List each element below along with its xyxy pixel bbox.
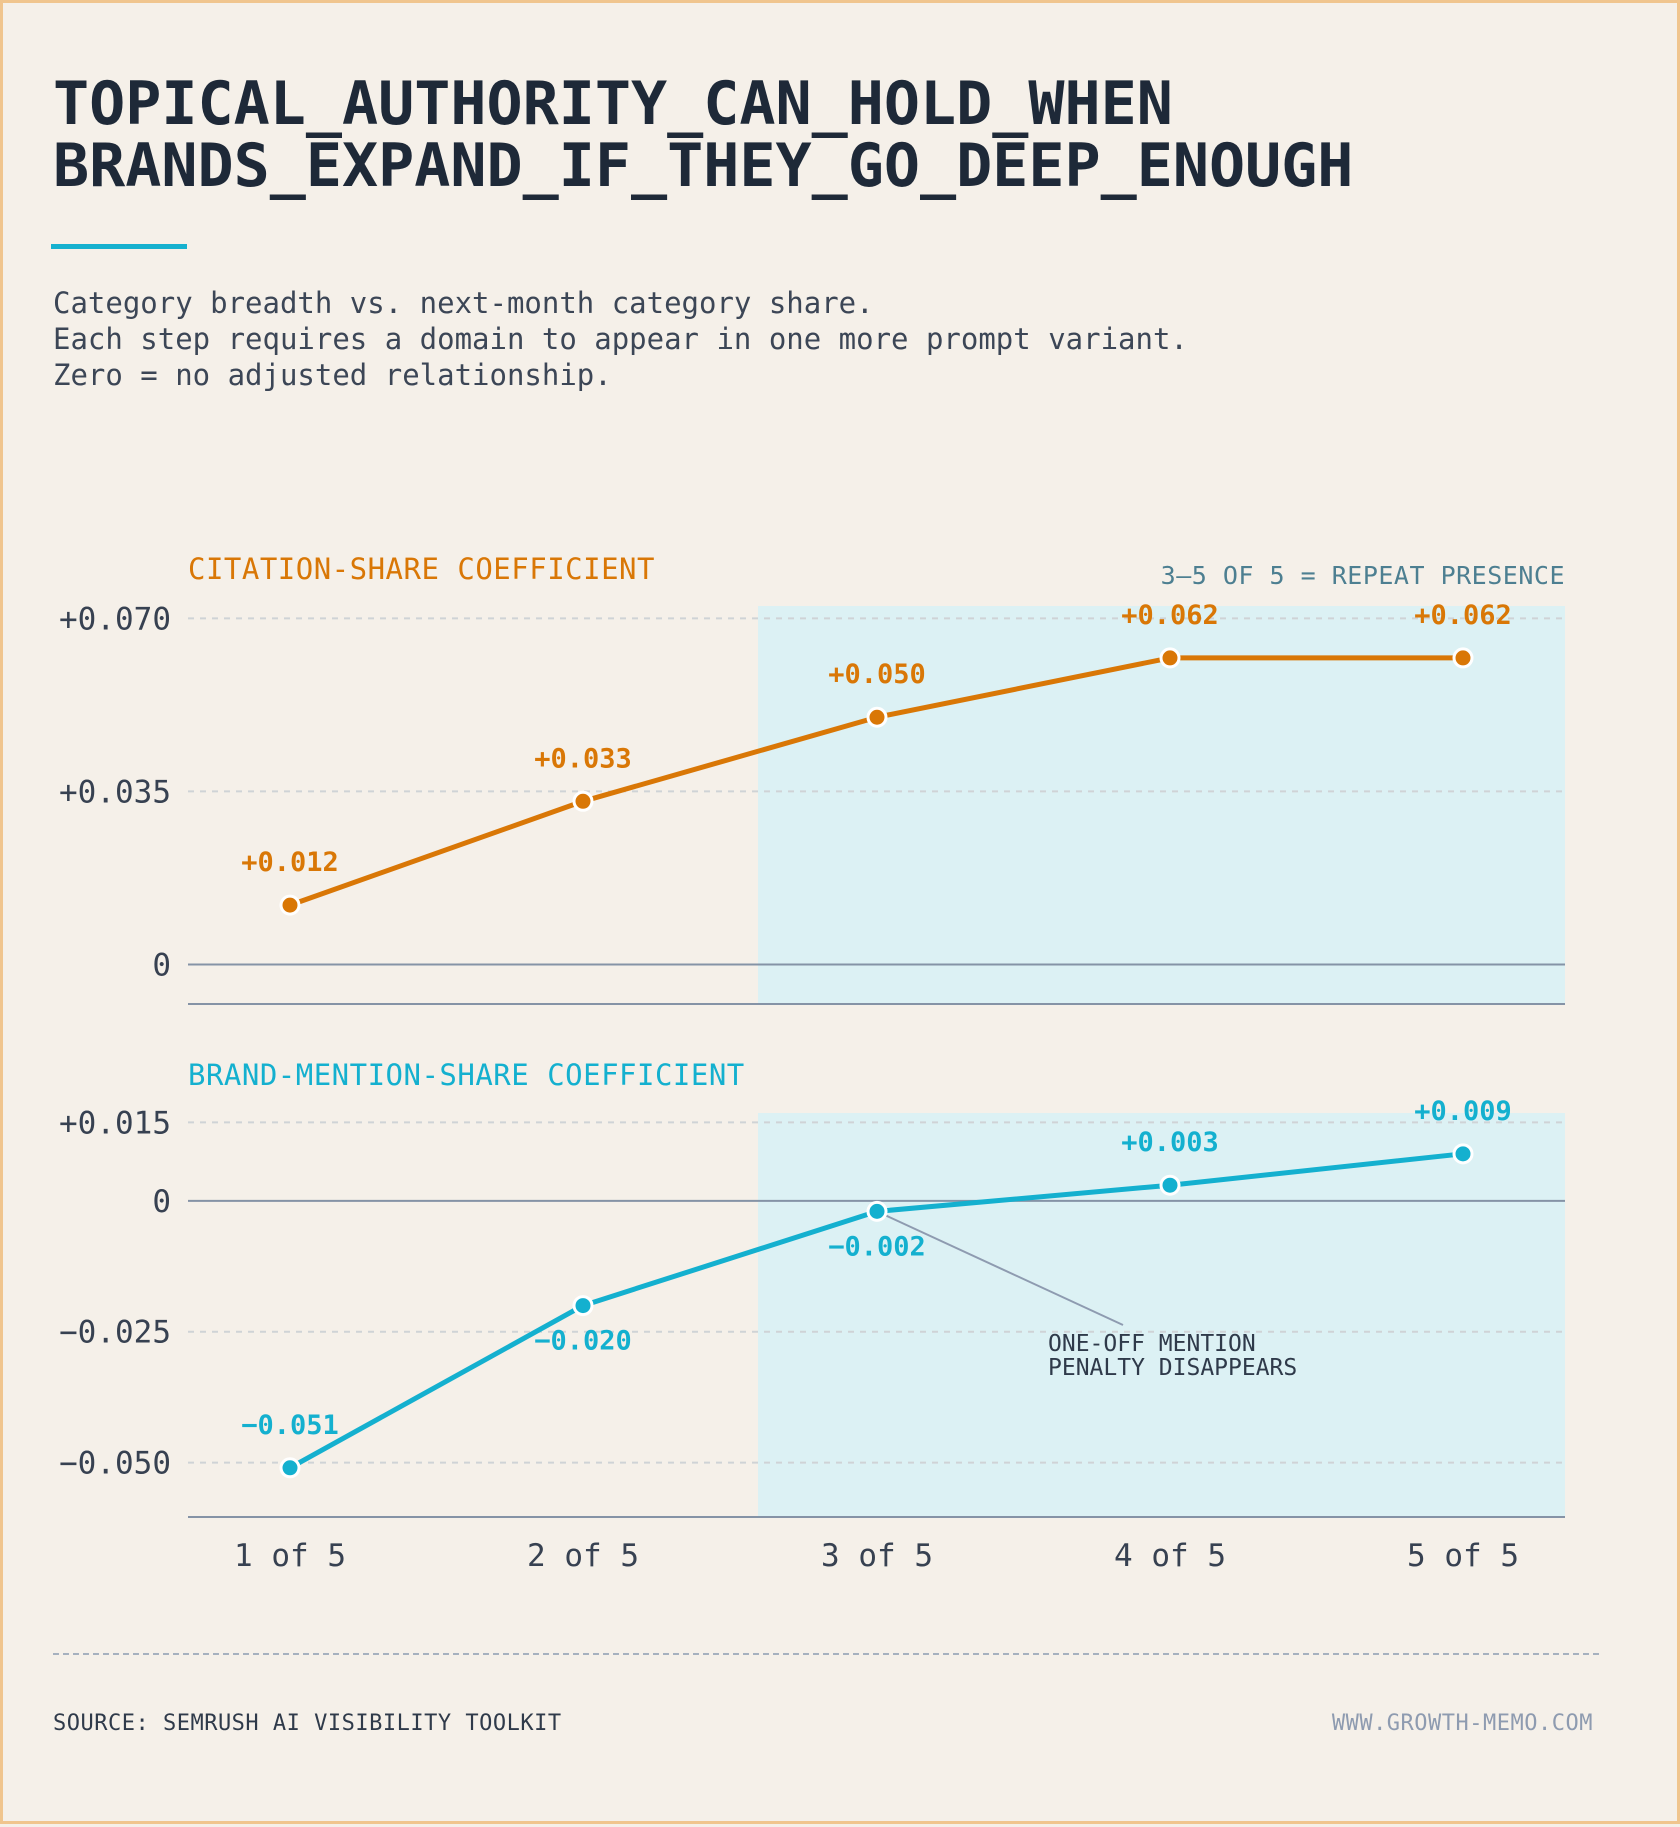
title-line-2: BRANDS_EXPAND_IF_THEY_GO_DEEP_ENOUGH — [53, 131, 1354, 201]
subtitle-line-2: Each step requires a domain to appear in… — [53, 322, 1188, 356]
citation-data-label: +0.050 — [828, 659, 926, 690]
citation-data-label: +0.012 — [241, 847, 339, 878]
x-tick-label: 1 of 5 — [234, 1538, 346, 1574]
citation-data-label: +0.062 — [1414, 600, 1512, 631]
annotation-leader-line — [876, 1210, 1124, 1326]
citation-data-point — [572, 790, 594, 812]
x-tick-label: 2 of 5 — [527, 1538, 639, 1574]
brand-y-tick-label: +0.015 — [59, 1105, 171, 1141]
citation-y-tick-label: +0.070 — [59, 601, 171, 637]
annotation-text-line: ONE-OFF MENTION — [1048, 1331, 1256, 1357]
subtitle: Category breadth vs. next-month category… — [53, 285, 1553, 393]
citation-y-tick-label: +0.035 — [59, 774, 171, 810]
footer-divider — [53, 1653, 1599, 1655]
brand-data-point — [1159, 1174, 1181, 1196]
brand-data-point — [1452, 1143, 1474, 1165]
x-tick-label: 3 of 5 — [821, 1538, 933, 1574]
citation-data-point — [866, 706, 888, 728]
brand-data-label: −0.020 — [534, 1326, 632, 1357]
brand-data-point — [572, 1295, 594, 1317]
annotation-text-line: PENALTY DISAPPEARS — [1048, 1355, 1297, 1381]
brand-data-label: −0.002 — [828, 1231, 926, 1262]
x-tick-label: 5 of 5 — [1407, 1538, 1519, 1574]
brand-highlight-band — [758, 1113, 1565, 1517]
brand-data-point — [866, 1200, 888, 1222]
subtitle-line-1: Category breadth vs. next-month category… — [53, 286, 874, 320]
citation-data-point — [1159, 647, 1181, 669]
citation-data-label: +0.033 — [534, 743, 632, 774]
brand-data-point — [279, 1457, 301, 1479]
repeat-presence-label: 3–5 OF 5 = REPEAT PRESENCE — [1161, 561, 1565, 590]
citation-data-point — [1452, 647, 1474, 669]
brand-chart-title: BRAND-MENTION-SHARE COEFFICIENT — [188, 1058, 745, 1092]
site-url: WWW.GROWTH-MEMO.COM — [1331, 1711, 1593, 1736]
title-line-1: TOPICAL_AUTHORITY_CAN_HOLD_WHEN — [53, 69, 1173, 139]
x-tick-label: 4 of 5 — [1114, 1538, 1226, 1574]
citation-chart-title: CITATION-SHARE COEFFICIENT — [188, 552, 655, 586]
brand-y-tick-label: 0 — [152, 1184, 171, 1220]
coefficient-charts: CITATION-SHARE COEFFICIENT 3–5 OF 5 = REP… — [59, 552, 1565, 1574]
brand-y-tick-label: −0.025 — [59, 1315, 171, 1351]
citation-highlight-band — [758, 606, 1565, 1004]
brand-y-tick-label: −0.050 — [59, 1446, 171, 1482]
brand-data-label: +0.009 — [1414, 1096, 1512, 1127]
citation-data-point — [279, 894, 301, 916]
brand-data-label: −0.051 — [241, 1410, 339, 1441]
citation-data-label: +0.062 — [1121, 600, 1219, 631]
subtitle-line-3: Zero = no adjusted relationship. — [53, 358, 612, 392]
source-note: SOURCE: SEMRUSH AI VISIBILITY TOOLKIT — [53, 1711, 562, 1736]
title-accent-rule — [51, 244, 187, 249]
brand-data-label: +0.003 — [1121, 1127, 1219, 1158]
citation-y-tick-label: 0 — [152, 947, 171, 983]
page-title: TOPICAL_AUTHORITY_CAN_HOLD_WHEN BRANDS_E… — [53, 73, 1613, 197]
